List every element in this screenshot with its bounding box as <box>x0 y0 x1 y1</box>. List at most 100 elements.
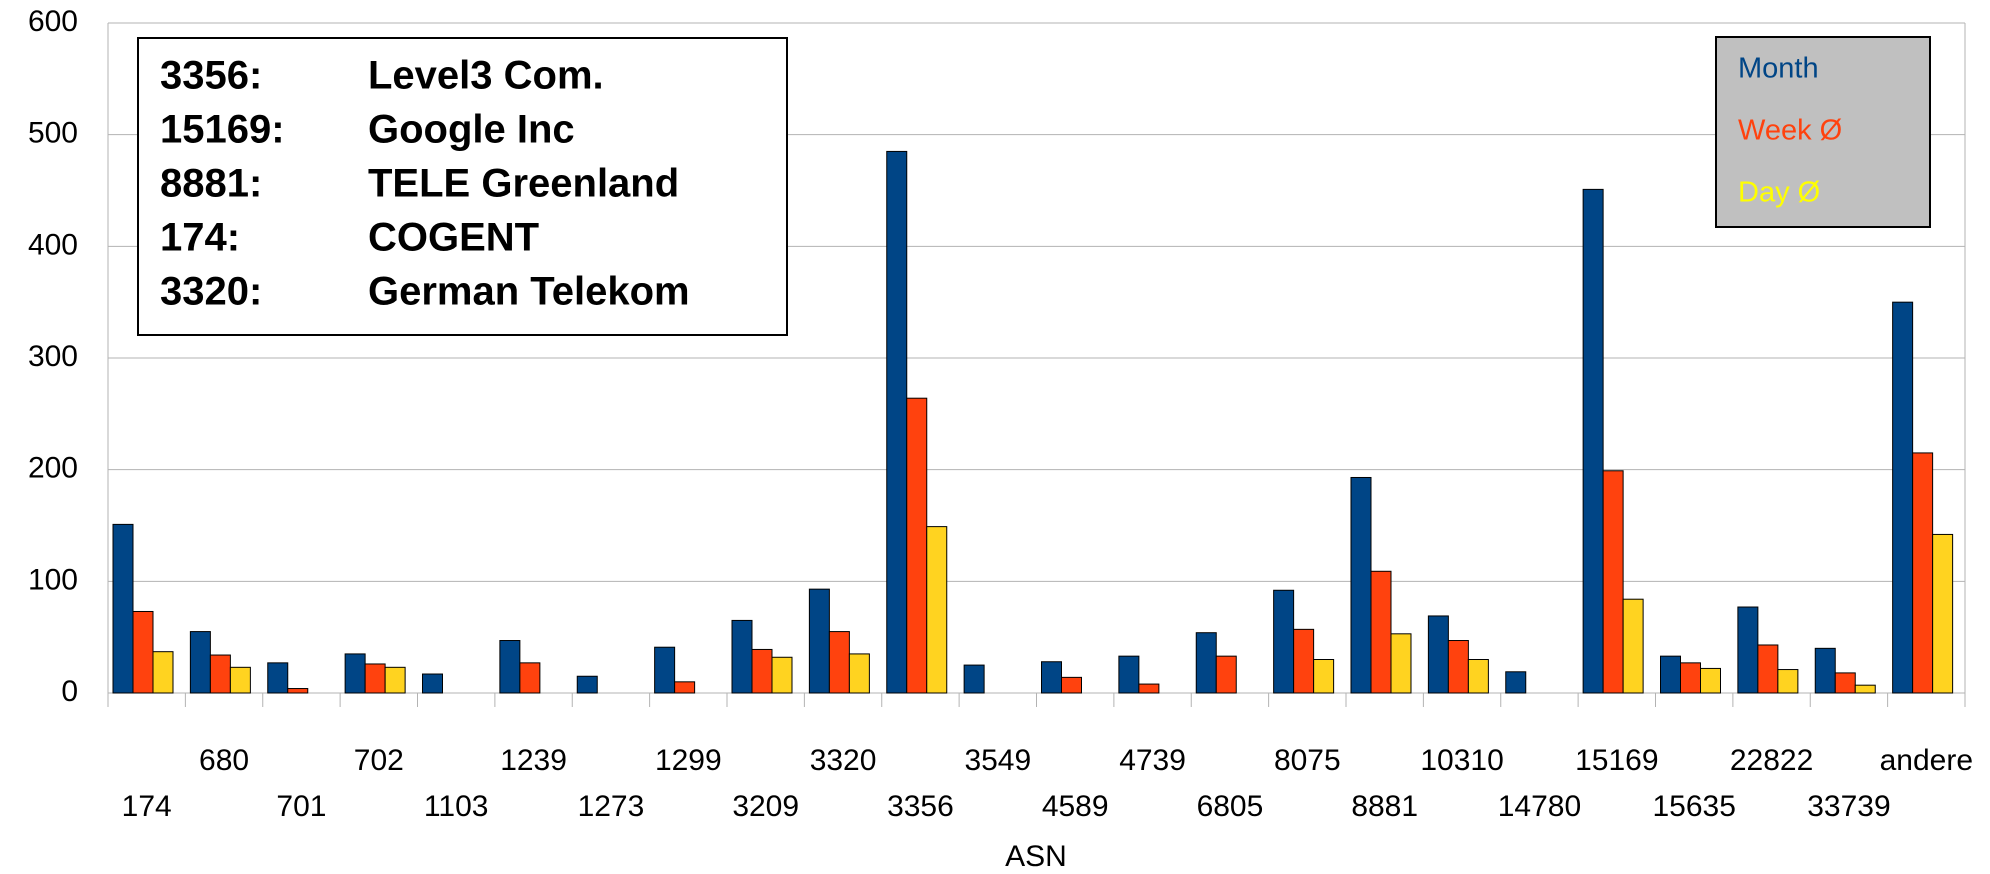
bar <box>1892 301 1914 694</box>
bar <box>1195 632 1217 694</box>
bar <box>926 526 948 694</box>
bar <box>1467 659 1489 694</box>
bar <box>229 666 251 694</box>
x-tick-label: 15169 <box>1575 744 1658 777</box>
bar <box>344 653 366 694</box>
y-tick-label: 0 <box>61 675 78 708</box>
bar <box>1912 452 1934 694</box>
bar <box>906 397 928 694</box>
legend-box <box>1715 36 1931 228</box>
bar <box>731 619 753 694</box>
info-name: Google Inc <box>368 108 575 152</box>
bar <box>132 610 154 694</box>
bar <box>1834 672 1856 694</box>
y-tick-label: 400 <box>28 228 78 261</box>
bar <box>1622 598 1644 694</box>
x-tick-label: 8881 <box>1351 790 1418 823</box>
bar <box>287 688 309 694</box>
x-tick-label: 6805 <box>1197 790 1264 823</box>
bar <box>209 654 231 694</box>
bar <box>519 662 541 694</box>
bar <box>1505 671 1527 694</box>
bar <box>771 656 793 694</box>
bar <box>1390 633 1412 694</box>
bar <box>1215 655 1237 694</box>
bar <box>422 673 443 694</box>
info-asn: 15169: <box>160 108 285 152</box>
x-tick-label: 1299 <box>655 744 722 777</box>
info-asn: 8881: <box>160 162 262 206</box>
x-tick-label: 3549 <box>964 744 1031 777</box>
x-tick-label: 4589 <box>1042 790 1109 823</box>
y-tick-label: 100 <box>28 563 78 596</box>
x-tick-label: andere <box>1880 744 1973 777</box>
x-tick-label: 702 <box>354 744 404 777</box>
bar <box>364 663 386 694</box>
info-asn: 174: <box>160 216 240 260</box>
x-axis-label: ASN <box>1005 840 1067 873</box>
bar <box>1700 667 1721 694</box>
bar <box>751 648 773 694</box>
bar <box>1737 606 1759 694</box>
info-box <box>137 37 788 336</box>
bar <box>1854 684 1876 694</box>
x-tick-label: 1239 <box>500 744 567 777</box>
bar <box>1313 659 1335 694</box>
legend-entry: Week Ø <box>1738 115 1842 147</box>
info-name: COGENT <box>368 216 539 260</box>
x-tick-label: 3209 <box>732 790 799 823</box>
bar <box>1447 640 1469 694</box>
bar <box>1814 647 1836 694</box>
bar <box>654 646 676 694</box>
bar <box>1582 188 1604 694</box>
x-tick-label: 15635 <box>1652 790 1735 823</box>
bar <box>1427 615 1449 694</box>
bar <box>1138 683 1160 694</box>
x-tick-label: 174 <box>122 790 172 823</box>
bar <box>808 588 830 694</box>
bar <box>886 150 908 694</box>
bar <box>848 653 870 694</box>
info-name: Level3 Com. <box>368 54 604 98</box>
bar <box>384 666 406 694</box>
bar <box>152 651 174 694</box>
y-tick-label: 500 <box>28 117 78 150</box>
x-tick-label: 4739 <box>1119 744 1186 777</box>
y-tick-label: 200 <box>28 452 78 485</box>
bar <box>499 640 521 694</box>
y-tick-label: 300 <box>28 340 78 373</box>
legend-entry: Month <box>1738 53 1819 85</box>
y-tick-label: 600 <box>28 5 78 38</box>
info-name: German Telekom <box>368 270 690 314</box>
bar <box>828 631 850 694</box>
bar <box>189 631 211 694</box>
bar <box>1273 589 1295 694</box>
info-name: TELE Greenland <box>368 162 679 206</box>
bar <box>1680 662 1701 694</box>
x-tick-label: 10310 <box>1420 744 1503 777</box>
bar <box>576 675 598 694</box>
bar <box>1370 570 1392 694</box>
x-tick-label: 8075 <box>1274 744 1341 777</box>
bar <box>1777 669 1799 694</box>
bar <box>1660 655 1681 694</box>
bar <box>1932 533 1954 694</box>
bar <box>1118 655 1140 694</box>
x-tick-label: 680 <box>199 744 249 777</box>
bar <box>1293 628 1315 694</box>
bar <box>1757 644 1779 694</box>
x-tick-label: 3320 <box>810 744 877 777</box>
info-asn: 3356: <box>160 54 262 98</box>
bar <box>112 523 134 694</box>
x-tick-label: 3356 <box>887 790 954 823</box>
x-tick-label: 701 <box>276 790 326 823</box>
bar <box>1350 476 1372 694</box>
x-tick-label: 22822 <box>1730 744 1813 777</box>
x-tick-label: 1103 <box>424 790 489 823</box>
bar <box>1041 661 1062 694</box>
bar <box>963 664 985 694</box>
bar <box>267 662 289 694</box>
info-asn: 3320: <box>160 270 262 314</box>
legend-entry: Day Ø <box>1738 177 1820 209</box>
